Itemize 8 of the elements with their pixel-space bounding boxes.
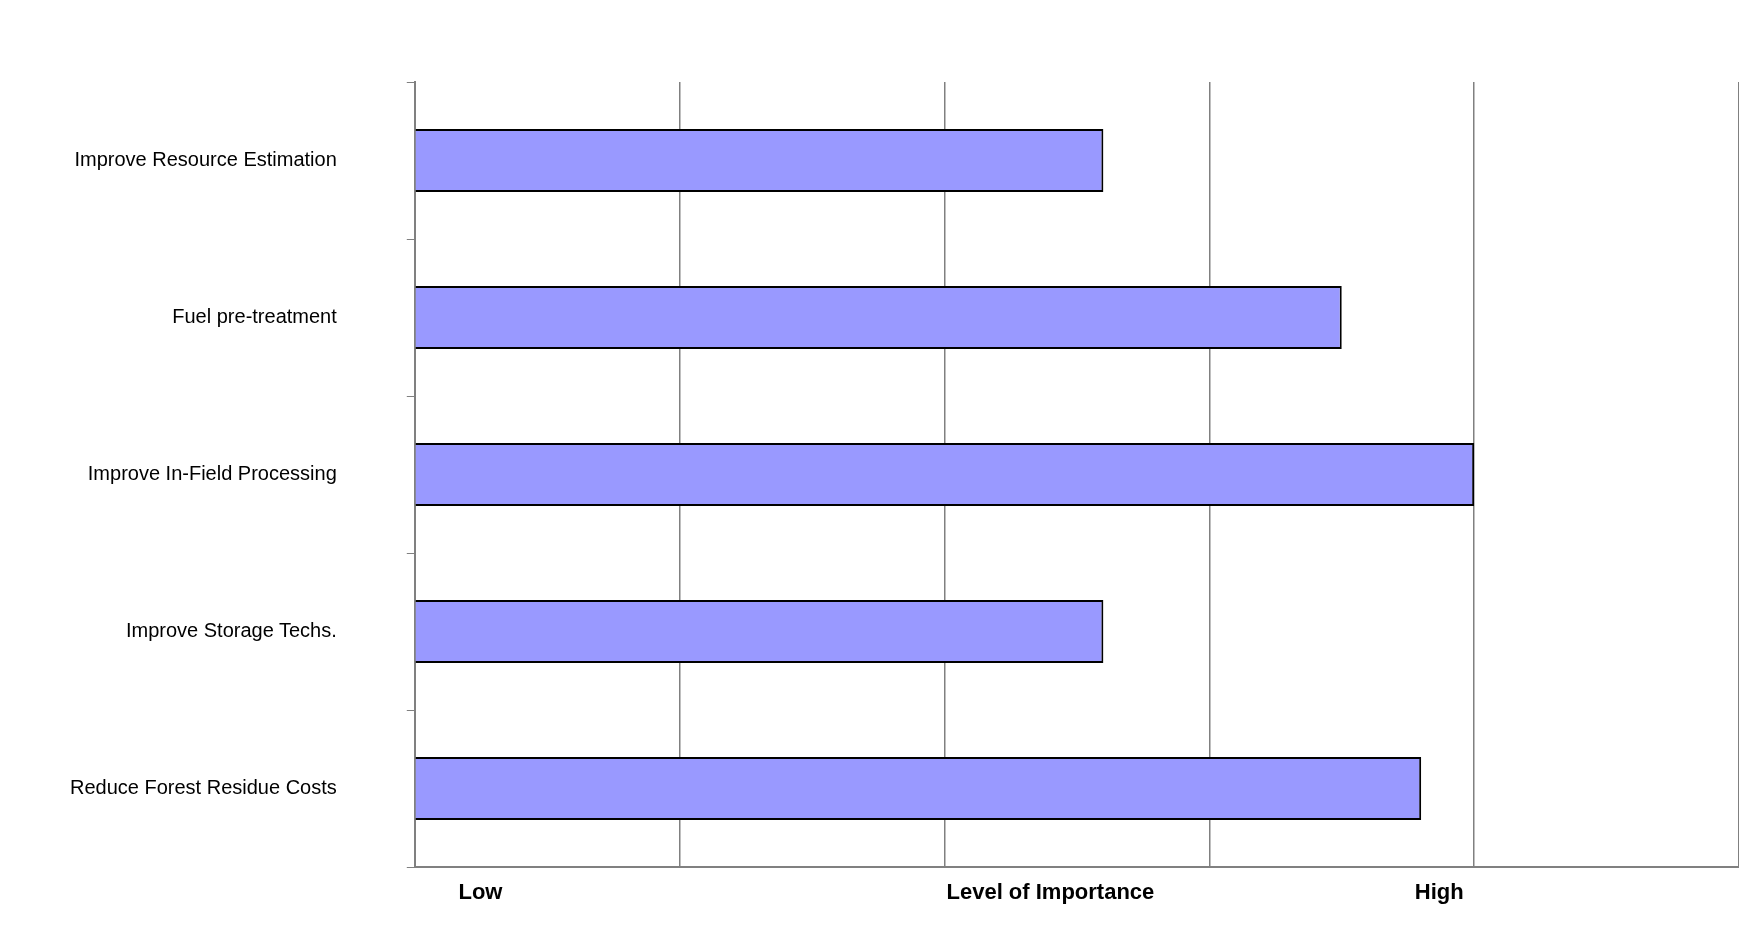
- y-tick-label: Improve Storage Techs.: [125, 619, 337, 642]
- text: Low: [458, 879, 504, 905]
- text: High: [1414, 879, 1464, 905]
- x-axis-title: Level of Importance: [946, 879, 1155, 905]
- y-tick-label: Improve Resource Estimation: [74, 148, 337, 171]
- y-tick-label: Fuel pre-treatment: [172, 305, 338, 328]
- y-tick-label: Improve In-Field Processing: [87, 462, 337, 485]
- y-tick-label: Reduce Forest Residue Costs: [69, 776, 337, 799]
